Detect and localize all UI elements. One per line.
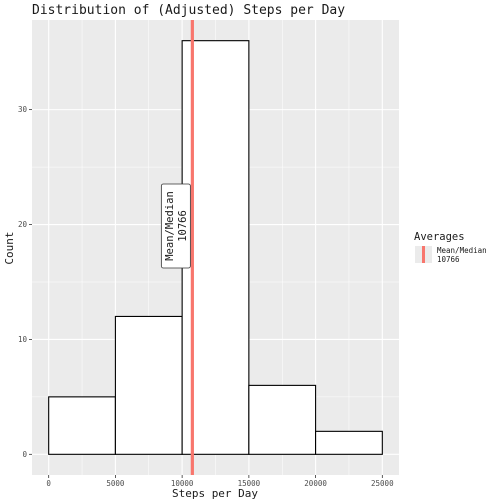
legend: Averages Mean/Median 10766 bbox=[414, 231, 487, 264]
histogram-bar bbox=[315, 430, 383, 455]
x-tick-label: 15000 bbox=[238, 479, 261, 488]
y-tick-label: 20 bbox=[18, 220, 28, 229]
histogram-bar bbox=[114, 315, 183, 455]
y-tick-label: 0 bbox=[22, 450, 27, 459]
y-tick-label: 10 bbox=[18, 335, 28, 344]
x-tick-label: 25000 bbox=[371, 479, 394, 488]
x-tick-label: 10000 bbox=[171, 479, 194, 488]
x-axis-ticks: 0 5000 10000 15000 20000 25000 bbox=[46, 475, 394, 488]
legend-title: Averages bbox=[414, 231, 465, 243]
annotation-box bbox=[160, 183, 191, 269]
x-tick-label: 20000 bbox=[304, 479, 327, 488]
annotation-line-2: 10766 bbox=[177, 210, 189, 242]
x-tick-label: 0 bbox=[46, 479, 51, 488]
y-axis-title: Count bbox=[3, 231, 16, 264]
histogram-bar bbox=[248, 384, 317, 455]
x-axis-title: Steps per Day bbox=[172, 487, 258, 500]
mean-median-annotation: Mean/Median 10766 bbox=[160, 183, 191, 269]
x-tick-label: 5000 bbox=[106, 479, 125, 488]
y-axis-ticks: 0 10 20 30 bbox=[18, 105, 32, 459]
y-tick-label: 30 bbox=[18, 105, 28, 114]
legend-label-line-2: 10766 bbox=[437, 255, 460, 264]
legend-label-line-1: Mean/Median bbox=[437, 246, 487, 255]
annotation-line-1: Mean/Median bbox=[164, 191, 176, 261]
histogram-bar bbox=[48, 396, 116, 455]
chart-title: Distribution of (Adjusted) Steps per Day bbox=[32, 3, 345, 18]
